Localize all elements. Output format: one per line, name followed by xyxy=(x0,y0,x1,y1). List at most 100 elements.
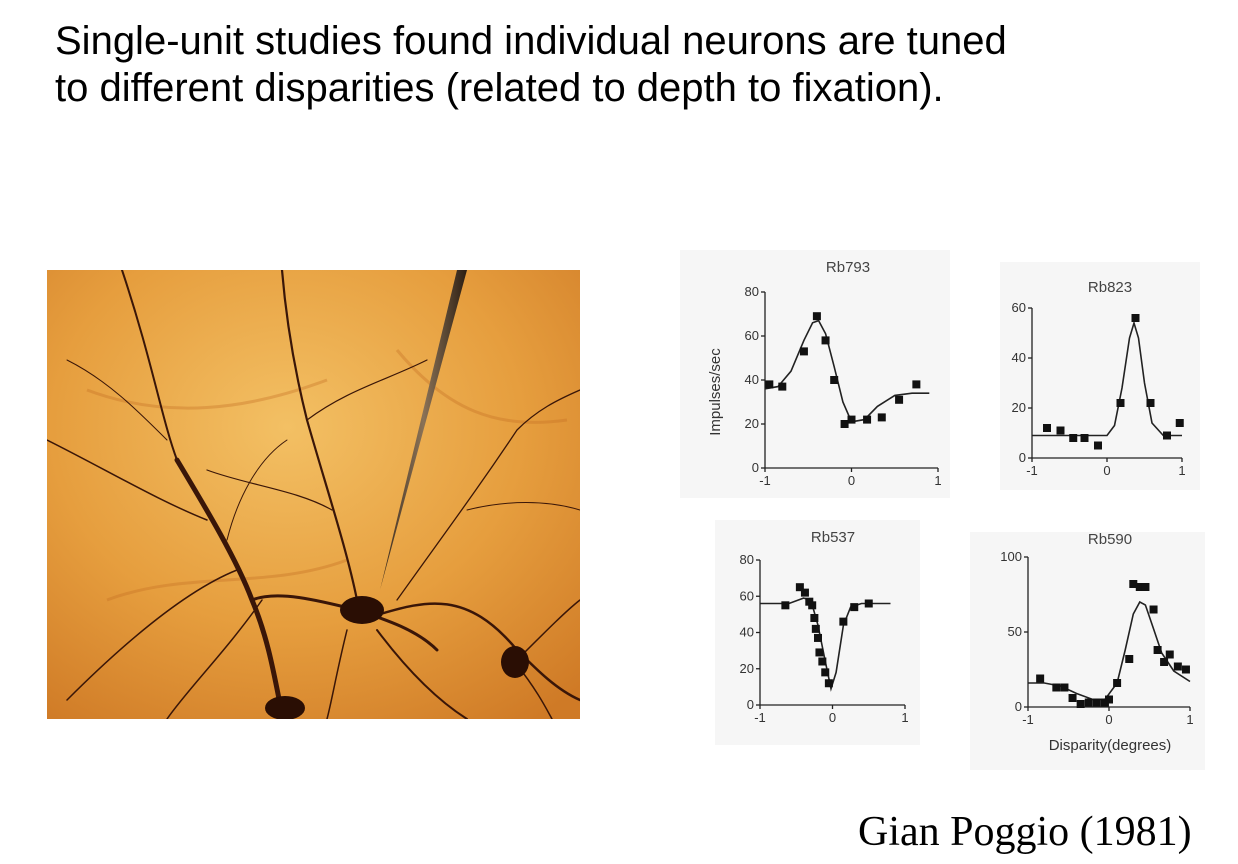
data-point xyxy=(818,657,827,666)
data-point xyxy=(839,617,848,626)
y-tick-label: 20 xyxy=(745,416,759,431)
y-tick-label: 40 xyxy=(745,372,759,387)
y-tick-label: 0 xyxy=(752,460,759,475)
data-point xyxy=(812,312,821,321)
data-point xyxy=(1069,434,1078,442)
data-point xyxy=(811,624,820,633)
x-tick-label: 1 xyxy=(1178,463,1185,478)
data-point xyxy=(800,588,809,597)
data-point xyxy=(1135,583,1144,591)
data-point xyxy=(1165,650,1174,659)
y-tick-label: 60 xyxy=(745,328,759,343)
data-point xyxy=(815,648,824,657)
data-point xyxy=(847,415,856,424)
data-point xyxy=(1043,424,1051,432)
slide-title-line-1: Single-unit studies found individual neu… xyxy=(55,19,1007,63)
x-tick-label: 0 xyxy=(1105,712,1112,727)
data-point xyxy=(850,603,859,612)
data-point xyxy=(799,347,808,356)
data-point xyxy=(1149,605,1158,614)
data-point xyxy=(810,614,819,622)
data-point xyxy=(1105,695,1113,704)
x-tick-label: -1 xyxy=(754,710,766,725)
y-tick-label: 0 xyxy=(1015,699,1022,714)
data-point xyxy=(863,415,872,424)
data-point xyxy=(1113,679,1122,687)
y-tick-label: 60 xyxy=(740,588,754,603)
data-point xyxy=(1153,646,1162,654)
x-axis-label: Disparity(degrees) xyxy=(1049,737,1172,754)
data-point xyxy=(1084,698,1093,707)
x-tick-label: 1 xyxy=(934,473,941,488)
data-point xyxy=(1131,314,1140,322)
x-tick-label: 0 xyxy=(829,710,836,725)
chart-title: Rb590 xyxy=(1088,531,1132,548)
y-tick-label: 20 xyxy=(1012,400,1026,415)
data-point xyxy=(1175,419,1184,427)
x-tick-label: 1 xyxy=(901,710,908,725)
data-point xyxy=(877,413,886,422)
y-axis-label: Impulses/sec xyxy=(707,348,724,436)
data-point xyxy=(1181,665,1190,674)
data-point xyxy=(1173,662,1182,671)
y-tick-label: 20 xyxy=(740,661,754,676)
data-point xyxy=(1163,431,1171,440)
data-point xyxy=(765,380,774,389)
y-tick-label: 0 xyxy=(747,697,754,712)
data-point xyxy=(1146,399,1155,407)
data-point xyxy=(778,382,787,391)
data-point xyxy=(824,679,833,688)
data-point xyxy=(781,601,790,610)
data-point xyxy=(1129,580,1138,588)
data-point xyxy=(1080,434,1089,442)
y-tick-label: 50 xyxy=(1008,624,1022,639)
chart-title: Rb823 xyxy=(1088,279,1132,296)
data-point xyxy=(821,668,830,677)
chart-title: Rb793 xyxy=(826,259,870,276)
data-point xyxy=(1036,674,1045,683)
data-point xyxy=(1094,441,1102,450)
y-tick-label: 0 xyxy=(1019,450,1026,465)
data-point xyxy=(1116,399,1125,407)
slide-title-line-2: to different disparities (related to dep… xyxy=(55,66,944,110)
data-point xyxy=(1060,683,1069,692)
x-tick-label: 1 xyxy=(1186,712,1193,727)
y-tick-label: 60 xyxy=(1012,300,1026,315)
data-point xyxy=(795,583,804,592)
citation: Gian Poggio (1981) xyxy=(858,809,1192,855)
tuning-curve xyxy=(760,597,891,692)
y-tick-label: 40 xyxy=(740,625,754,640)
x-tick-label: 0 xyxy=(1103,463,1110,478)
y-tick-label: 80 xyxy=(740,552,754,567)
data-point xyxy=(1052,683,1061,692)
data-point xyxy=(864,599,873,608)
x-tick-label: -1 xyxy=(759,473,771,488)
tuning-curve xyxy=(764,319,930,423)
neuron-electrode-photo xyxy=(47,270,580,719)
data-point xyxy=(830,376,839,384)
y-tick-label: 100 xyxy=(1000,549,1022,564)
x-tick-label: -1 xyxy=(1022,712,1034,727)
data-point xyxy=(1125,655,1134,663)
data-point xyxy=(821,336,830,345)
data-point xyxy=(1141,583,1150,591)
x-tick-label: -1 xyxy=(1026,463,1038,478)
data-point xyxy=(1160,658,1169,666)
x-tick-label: 0 xyxy=(848,473,855,488)
data-point xyxy=(1068,694,1077,702)
data-point xyxy=(1100,698,1109,707)
data-point xyxy=(808,601,817,610)
chart-title: Rb537 xyxy=(811,529,855,546)
data-point xyxy=(840,420,849,428)
y-tick-label: 80 xyxy=(745,284,759,299)
data-point xyxy=(1076,700,1085,708)
data-point xyxy=(814,633,822,642)
data-point xyxy=(912,380,921,389)
data-point xyxy=(895,395,904,404)
data-point xyxy=(1056,426,1065,435)
data-point xyxy=(1092,698,1101,707)
